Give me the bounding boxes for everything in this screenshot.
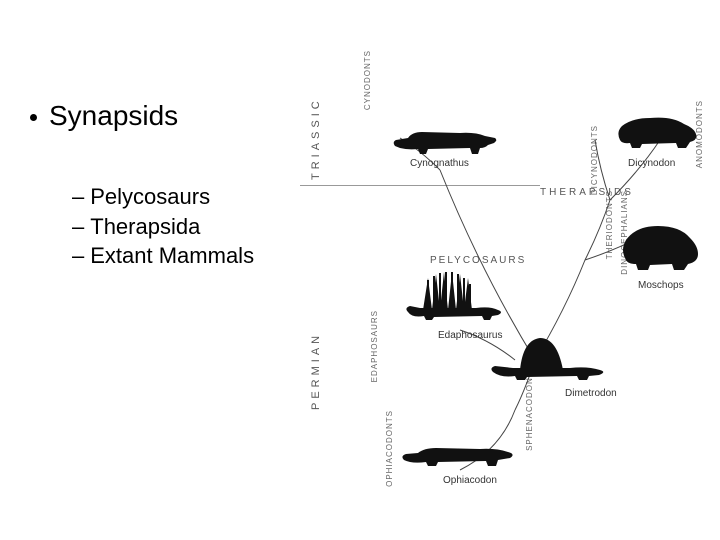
phylogeny-diagram: TRIASSIC PERMIAN THERAPSIDS PELYCOSAURS … [290, 30, 710, 510]
sub-item-1: –Pelycosaurs [72, 182, 254, 212]
sub-list: –Pelycosaurs –Therapsida –Extant Mammals [72, 182, 254, 271]
branch-7 [595, 140, 610, 200]
sil-cynognathus [390, 118, 500, 156]
sil-moschops [618, 218, 703, 273]
text-panel: Synapsids –Pelycosaurs –Therapsida –Exta… [30, 100, 254, 271]
label-edaphosaurus: Edaphosaurus [438, 330, 503, 341]
label-ophiacodon: Ophiacodon [443, 475, 497, 486]
sub-item-1-text: Pelycosaurs [90, 184, 210, 209]
sub-item-2: –Therapsida [72, 212, 254, 242]
sil-edaphosaurus [398, 268, 508, 323]
sil-ophiacodon [398, 438, 518, 470]
sil-dimetrodon [485, 332, 610, 382]
sub-item-2-text: Therapsida [90, 214, 200, 239]
label-dicynodon: Dicynodon [628, 158, 675, 169]
sil-dicynodon [612, 110, 700, 152]
label-moschops: Moschops [638, 280, 684, 291]
branch-5 [585, 200, 610, 260]
main-heading: Synapsids [30, 100, 254, 132]
heading-text: Synapsids [49, 100, 178, 131]
bullet-icon [30, 114, 37, 121]
label-dimetrodon: Dimetrodon [565, 388, 617, 399]
label-cynognathus: Cynognathus [410, 158, 469, 169]
sub-item-3: –Extant Mammals [72, 241, 254, 271]
sub-item-3-text: Extant Mammals [90, 243, 254, 268]
